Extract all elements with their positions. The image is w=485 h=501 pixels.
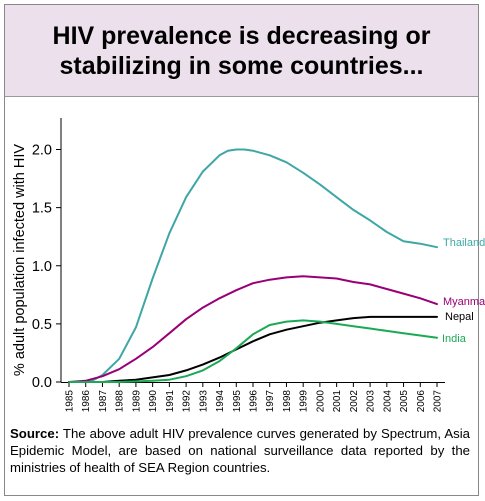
x-tick-label: 1993 bbox=[198, 390, 209, 413]
title-line-1: HIV prevalence is decreasing or bbox=[52, 21, 431, 50]
x-tick-label: 2002 bbox=[349, 390, 360, 413]
x-tick-label: 1999 bbox=[299, 390, 310, 413]
x-tick-label: 1994 bbox=[215, 390, 226, 413]
x-tick-label: 1992 bbox=[182, 390, 193, 413]
x-tick-label: 2007 bbox=[433, 390, 444, 413]
x-tick-label: 1986 bbox=[81, 390, 92, 413]
source-text: The above adult HIV prevalence curves ge… bbox=[10, 426, 470, 475]
y-tick-label: 1.0 bbox=[32, 259, 52, 275]
y-tick-label: 2.0 bbox=[32, 143, 52, 159]
x-tick-label: 2004 bbox=[382, 390, 393, 413]
series-label-thailand: Thailand bbox=[443, 237, 485, 249]
x-tick-label: 1985 bbox=[65, 390, 76, 413]
y-tick-label: 0.0 bbox=[32, 375, 52, 391]
x-tick-label: 2005 bbox=[399, 390, 410, 413]
slide-frame: HIV prevalence is decreasing or stabiliz… bbox=[4, 4, 479, 496]
series-line-thailand bbox=[68, 148, 438, 383]
x-tick-label: 1997 bbox=[265, 390, 276, 413]
title-line-2: stabilizing in some countries... bbox=[59, 51, 424, 80]
series-label-india: India bbox=[442, 333, 467, 345]
series-line-myanma bbox=[68, 275, 438, 383]
slide-title: HIV prevalence is decreasing or stabiliz… bbox=[53, 21, 431, 81]
source-note: Source: The above adult HIV prevalence c… bbox=[10, 425, 470, 476]
title-banner: HIV prevalence is decreasing or stabiliz… bbox=[5, 5, 478, 97]
x-tick-label: 2001 bbox=[332, 390, 343, 413]
y-tick-label: 1.5 bbox=[32, 201, 52, 217]
series-line-india bbox=[68, 319, 438, 383]
y-tick-label: 0.5 bbox=[32, 317, 52, 333]
x-tick-label: 1988 bbox=[115, 390, 126, 413]
series-line-nepal bbox=[68, 315, 438, 383]
x-tick-label: 1998 bbox=[282, 390, 293, 413]
series-label-nepal: Nepal bbox=[445, 311, 474, 323]
x-tick-label: 2000 bbox=[315, 390, 326, 413]
x-tick-label: 2006 bbox=[416, 390, 427, 413]
x-tick-label: 1990 bbox=[148, 390, 159, 413]
x-tick-label: 1995 bbox=[232, 390, 243, 413]
x-tick-label: 1996 bbox=[249, 390, 260, 413]
series-label-myanma: Myanma bbox=[443, 296, 485, 308]
x-tick-label: 1991 bbox=[165, 390, 176, 413]
y-axis-label: % adult population infected with HIV bbox=[12, 144, 28, 376]
line-chart: 0.0 0.5 1.0 1.5 2.0 1985 1986 1987 1988 1989 1990 1… bbox=[12, 118, 485, 413]
x-tick-label: 1987 bbox=[98, 390, 109, 413]
source-label: Source: bbox=[10, 426, 60, 441]
x-tick-label: 2003 bbox=[366, 390, 377, 413]
x-tick-label: 1989 bbox=[131, 390, 142, 413]
